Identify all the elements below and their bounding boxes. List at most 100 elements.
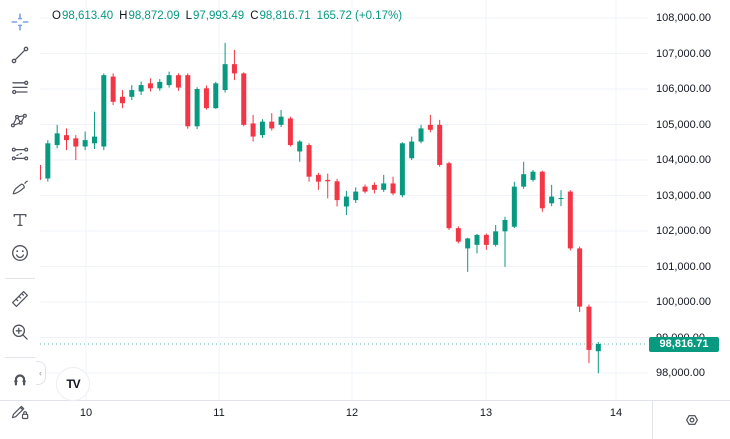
time-axis[interactable]: 10 11 12 13 14: [0, 400, 730, 439]
candle: [54, 124, 60, 149]
emoji-icon: [12, 245, 28, 261]
candle: [353, 187, 359, 203]
price-tick-label: 106,000.00: [656, 83, 712, 95]
ohlc-legend: O 98,613.40 H 98,872.09 L 97,993.49 C 98…: [52, 10, 402, 22]
candle: [175, 73, 181, 91]
gear-icon[interactable]: [683, 411, 701, 429]
candle: [63, 128, 69, 151]
measure-tool-button[interactable]: [6, 285, 34, 313]
candle: [371, 182, 377, 194]
price-tick-label: 100,000.00: [656, 296, 712, 308]
candle: [539, 170, 545, 212]
candlestick-chart[interactable]: [36, 0, 648, 400]
trend-line-tool-button[interactable]: [6, 41, 34, 69]
candle: [474, 233, 480, 254]
candle: [306, 143, 312, 182]
price-tick-label: 101,000.00: [656, 260, 712, 273]
candle: [577, 246, 583, 312]
candle: [157, 79, 163, 91]
emoji-tool-button[interactable]: [6, 239, 34, 267]
pencil-lock-icon: [11, 405, 29, 420]
trend-line-icon: [11, 46, 29, 64]
candle: [427, 114, 433, 133]
projection-icon: [11, 147, 29, 161]
candle: [110, 73, 116, 105]
price-tick-label: 107,000.00: [656, 47, 712, 60]
candle: [119, 90, 125, 109]
time-tick-label: 12: [345, 407, 359, 419]
zoom-in-icon: [12, 324, 28, 340]
candle: [325, 173, 331, 199]
crosshair-tool-button[interactable]: [6, 8, 34, 36]
candle: [138, 81, 144, 96]
time-tick-label: 11: [213, 407, 225, 419]
projection-tool-button[interactable]: [6, 140, 34, 168]
tradingview-logo[interactable]: TV: [56, 367, 90, 401]
tradingview-logo-glyph: TV: [66, 377, 80, 391]
candle: [315, 172, 321, 190]
candle: [194, 87, 200, 130]
time-tick-label: 14: [609, 407, 623, 419]
text-icon: [13, 213, 27, 227]
open-label: O: [52, 10, 61, 22]
time-tick-label: 13: [479, 407, 493, 419]
candle: [287, 116, 293, 147]
candle: [558, 190, 564, 207]
candle: [418, 124, 424, 144]
candle: [259, 119, 265, 138]
toolbar-separator: [5, 357, 35, 358]
candle: [129, 85, 135, 101]
magnet-icon: [14, 374, 26, 386]
candle: [511, 181, 517, 229]
price-tick-label: 108,000.00: [656, 12, 712, 24]
drawing-lock-tool-button[interactable]: [6, 397, 34, 425]
candle: [362, 184, 368, 194]
candle: [213, 81, 219, 109]
candle: [278, 109, 284, 127]
candle: [297, 140, 303, 162]
candle: [567, 190, 573, 251]
candle: [91, 111, 97, 149]
close-label: C: [250, 10, 259, 22]
candle: [521, 161, 527, 189]
candle: [399, 142, 405, 198]
crosshair-icon: [11, 13, 29, 31]
close-value: 98,816.71: [259, 10, 311, 22]
high-label: H: [119, 10, 128, 22]
ruler-icon: [12, 291, 28, 307]
candle: [390, 176, 396, 196]
low-value: 97,993.49: [193, 10, 245, 22]
candle: [483, 233, 489, 250]
candle: [530, 169, 536, 182]
grid-lines: [36, 0, 648, 400]
price-tick-label: 105,000.00: [656, 118, 712, 131]
price-tick-label: 103,000.00: [656, 189, 712, 202]
candle: [73, 135, 79, 160]
fib-retracement-tool-button[interactable]: [6, 74, 34, 102]
candle: [166, 71, 172, 88]
candle: [250, 114, 256, 142]
candle: [493, 224, 499, 247]
text-tool-button[interactable]: [6, 206, 34, 234]
candle: [203, 85, 209, 110]
xabcd-pattern-tool-button[interactable]: [6, 107, 34, 135]
candle: [595, 342, 601, 374]
toolbar-separator: [5, 278, 35, 279]
candle: [465, 237, 471, 272]
zoom-in-tool-button[interactable]: [6, 318, 34, 346]
current-price-label: 98,816.71: [649, 336, 719, 352]
candle: [185, 73, 191, 129]
high-value: 98,872.09: [128, 10, 180, 22]
price-axis[interactable]: 108,000.00 107,000.00 106,000.00 105,000.00…: [648, 0, 730, 400]
candle: [455, 226, 461, 244]
candle: [502, 216, 508, 267]
toolbar-collapse-button[interactable]: ‹: [36, 361, 46, 385]
candle: [334, 178, 340, 207]
brush-tool-button[interactable]: [6, 173, 34, 201]
magnet-tool-button[interactable]: [6, 364, 34, 392]
change-value: 165.72 (+0.17%): [316, 10, 403, 22]
xabcd-pattern-icon: [10, 113, 27, 128]
candle: [586, 304, 592, 364]
candle: [241, 72, 247, 127]
